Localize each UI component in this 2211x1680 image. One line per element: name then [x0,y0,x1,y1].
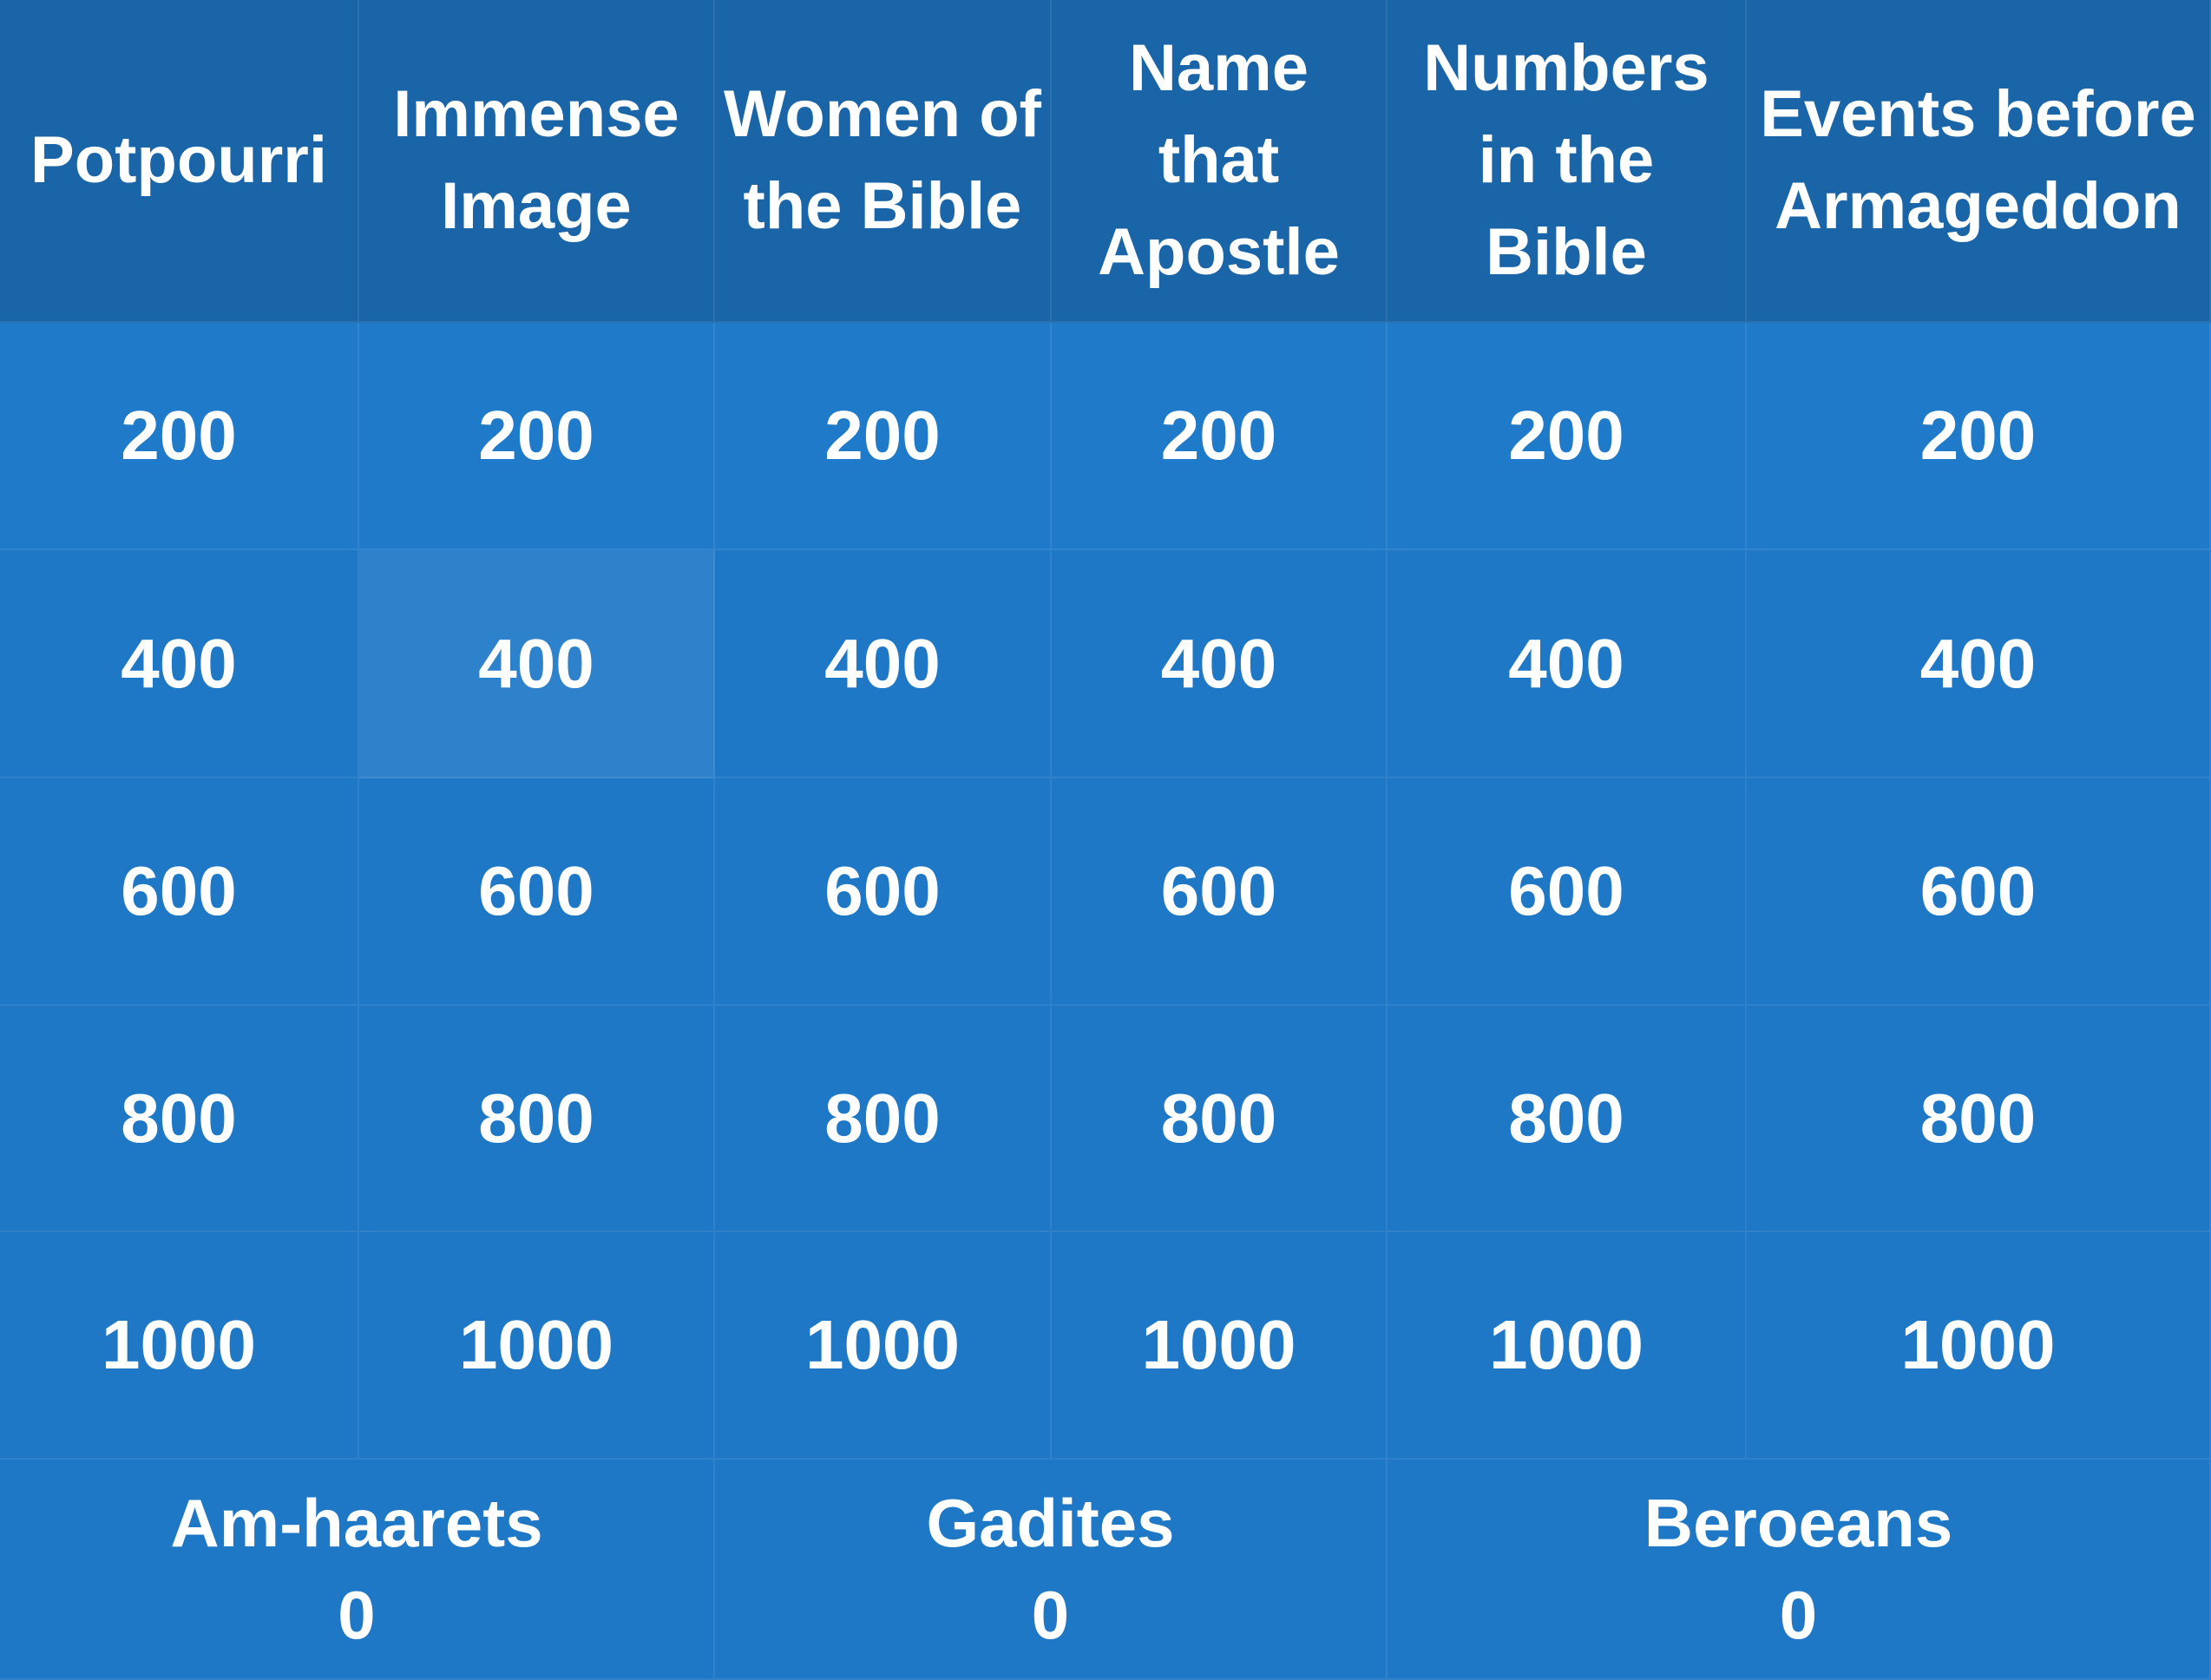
category-title: Women of the Bible [724,77,1041,243]
point-value: 400 [1919,624,2037,702]
question-tile[interactable]: 600 [1747,778,2211,1006]
point-value: 200 [121,397,237,474]
team-points: 0 [1779,1577,1818,1653]
point-value: 800 [1919,1079,2037,1157]
category-title: Name that Apostle [1098,31,1340,289]
point-value: 600 [1919,852,2037,929]
question-tile[interactable]: 400 [1052,550,1388,778]
team-score: Am-haarets 0 [0,1460,715,1680]
point-value: 600 [1508,852,1624,929]
question-tile[interactable]: 400 [1388,550,1747,778]
point-value: 200 [1508,397,1624,474]
question-tile[interactable]: 1000 [359,1232,715,1460]
question-tile[interactable]: 600 [0,778,359,1006]
point-value: 600 [824,852,941,929]
question-tile[interactable]: 400 [359,550,715,778]
question-tile[interactable]: 600 [1052,778,1388,1006]
question-tile[interactable]: 800 [715,1006,1052,1232]
category-header: Name that Apostle [1052,0,1388,323]
team-points: 0 [338,1577,376,1653]
question-tile[interactable]: 200 [1388,323,1747,550]
point-value: 1000 [1141,1306,1296,1383]
point-value: 1000 [805,1306,960,1383]
point-value: 800 [121,1079,237,1157]
category-header: Events before Armageddon [1747,0,2211,323]
point-value: 400 [478,624,594,702]
point-value: 200 [478,397,594,474]
question-tile[interactable]: 600 [715,778,1052,1006]
question-tile[interactable]: 200 [715,323,1052,550]
category-title: Immense Image [393,77,679,243]
team-score: Gadites 0 [715,1460,1388,1680]
question-tile[interactable]: 1000 [1747,1232,2211,1460]
question-tile[interactable]: 800 [359,1006,715,1232]
category-header: Immense Image [359,0,715,323]
question-tile[interactable]: 600 [1388,778,1747,1006]
question-tile[interactable]: 800 [1052,1006,1388,1232]
point-value: 600 [478,852,594,929]
team-name: Gadites [926,1485,1175,1561]
team-name: Am-haarets [170,1485,543,1561]
question-tile[interactable]: 200 [0,323,359,550]
category-header: Numbers in the Bible [1388,0,1747,323]
point-value: 600 [121,852,237,929]
question-tile[interactable]: 1000 [1052,1232,1388,1460]
category-header: Women of the Bible [715,0,1052,323]
category-header: Potpourri [0,0,359,323]
point-value: 1000 [1489,1306,1643,1383]
category-title: Potpourri [30,123,327,197]
point-value: 400 [824,624,941,702]
point-value: 400 [1160,624,1277,702]
category-title: Numbers in the Bible [1423,31,1709,289]
question-tile[interactable]: 400 [715,550,1052,778]
team-points: 0 [1031,1577,1070,1653]
question-tile[interactable]: 200 [1747,323,2211,550]
team-name: Beroeans [1643,1485,1953,1561]
point-value: 1000 [102,1306,256,1383]
question-tile[interactable]: 200 [359,323,715,550]
point-value: 1000 [459,1306,613,1383]
question-tile[interactable]: 200 [1052,323,1388,550]
point-value: 600 [1160,852,1277,929]
question-tile[interactable]: 600 [359,778,715,1006]
point-value: 800 [1508,1079,1624,1157]
question-tile[interactable]: 800 [1388,1006,1747,1232]
point-value: 200 [1160,397,1277,474]
question-tile[interactable]: 800 [0,1006,359,1232]
question-tile[interactable]: 800 [1747,1006,2211,1232]
point-value: 1000 [1900,1306,2056,1383]
question-tile[interactable]: 1000 [0,1232,359,1460]
question-tile[interactable]: 1000 [715,1232,1052,1460]
point-value: 400 [1508,624,1624,702]
team-score: Beroeans 0 [1388,1460,2211,1680]
point-value: 200 [1919,397,2037,474]
point-value: 400 [121,624,237,702]
point-value: 800 [1160,1079,1277,1157]
category-title: Events before Armageddon [1760,77,2196,243]
point-value: 800 [824,1079,941,1157]
question-tile[interactable]: 400 [0,550,359,778]
question-tile[interactable]: 400 [1747,550,2211,778]
point-value: 800 [478,1079,594,1157]
question-tile[interactable]: 1000 [1388,1232,1747,1460]
point-value: 200 [824,397,941,474]
